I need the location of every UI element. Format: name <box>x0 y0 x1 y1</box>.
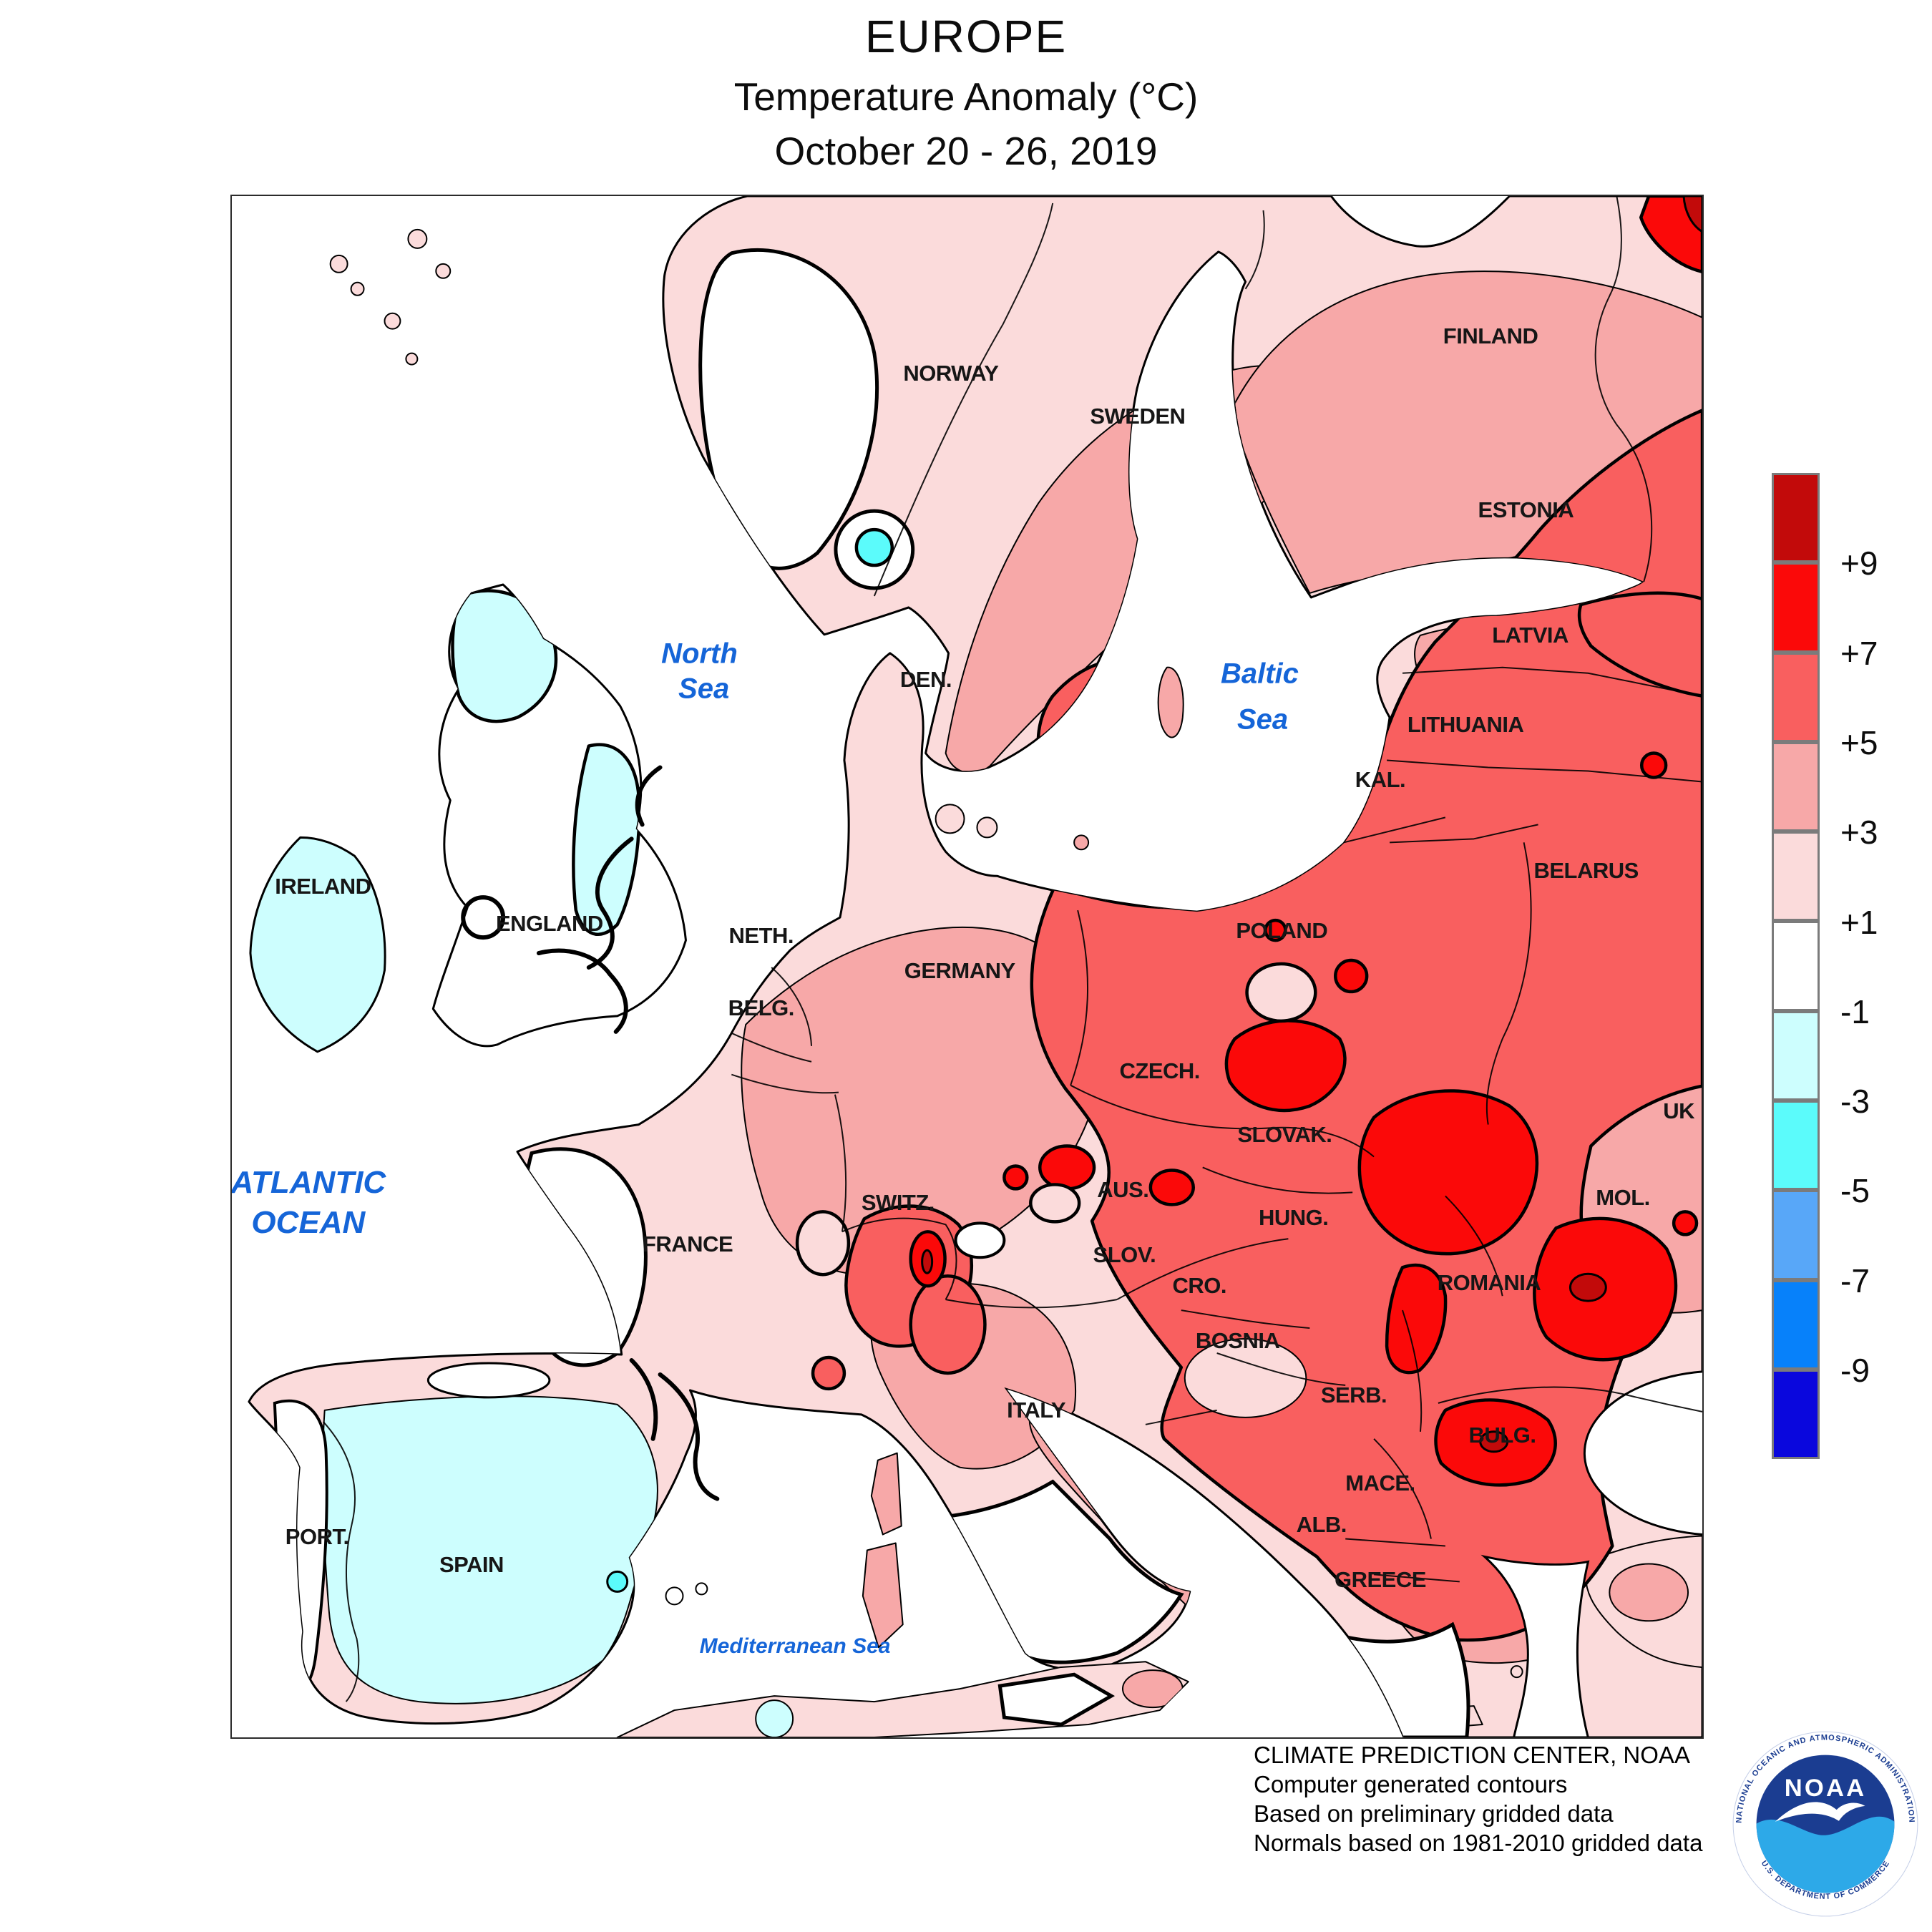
country-label-estonia: ESTONIA <box>1478 497 1574 523</box>
sea-label-atlantic: ATLANTIC <box>232 1164 386 1200</box>
marginal-seas <box>1480 1370 1702 1737</box>
legend-swatch-plus3-plus5 <box>1772 741 1820 832</box>
legend-tick-label: +1 <box>1840 903 1878 941</box>
legend-tick-label: -3 <box>1840 1083 1870 1121</box>
europe-anomaly-map <box>232 196 1702 1737</box>
sea-label-sea: Sea <box>678 673 730 705</box>
country-label-uk: UK <box>1663 1098 1694 1124</box>
legend-swatch-plus1-plus3 <box>1772 831 1820 922</box>
country-label-cro-: CRO. <box>1172 1272 1226 1298</box>
legend-swatch-minus1-plus1 <box>1772 921 1820 1011</box>
country-label-spain: SPAIN <box>439 1551 504 1577</box>
national-borders <box>322 196 1702 1702</box>
country-label-finland: FINLAND <box>1443 323 1538 348</box>
country-label-bosnia: BOSNIA <box>1195 1328 1280 1354</box>
country-label-serb-: SERB. <box>1320 1382 1387 1407</box>
logo-acronym: NOAA <box>1785 1775 1866 1802</box>
country-label-bulg-: BULG. <box>1468 1422 1536 1448</box>
legend-swatch-minus7-minus5 <box>1772 1190 1820 1280</box>
thick-contours <box>461 765 720 1501</box>
noaa-logo: NOAA NATIONAL OCEANIC AND ATMOSPHERIC AD… <box>1732 1731 1918 1917</box>
country-label-england: ENGLAND <box>495 910 603 936</box>
legend-tick-label: +3 <box>1840 814 1878 852</box>
country-label-czech-: CZECH. <box>1119 1058 1201 1084</box>
country-label-den-: DEN. <box>899 667 952 693</box>
legend-swatch-above-plus9 <box>1772 473 1820 563</box>
footer-line: CLIMATE PREDICTION CENTER, NOAA <box>1254 1742 1690 1768</box>
footer-line: Computer generated contours <box>1254 1771 1568 1797</box>
country-label-norway: NORWAY <box>903 360 999 386</box>
country-label-belarus: BELARUS <box>1533 858 1639 884</box>
mediterranean-islands <box>665 666 1184 1727</box>
logo-sea <box>1756 1816 1895 1893</box>
aegean-sea <box>1480 1554 1590 1737</box>
country-label-italy: ITALY <box>1007 1397 1066 1423</box>
country-label-neth-: NETH. <box>728 922 794 948</box>
legend-tick-label: +5 <box>1840 723 1878 761</box>
small-islands <box>329 228 1547 1707</box>
country-label-mace-: MACE. <box>1345 1470 1415 1496</box>
map-label-layer: NORWAY SWEDEN FINLAND ESTONIA LATVIA LITHUANI… <box>232 196 1702 1737</box>
country-label-belg-: BELG. <box>728 995 795 1021</box>
legend-swatch-minus3-minus1 <box>1772 1010 1820 1101</box>
color-scale-legend: +9 +7 +5 +3 +1 -1 -3 -5 -7 -9 <box>1772 473 1932 1460</box>
anomaly-shading <box>273 196 1702 1737</box>
legend-tick-label: -5 <box>1840 1172 1870 1210</box>
sea-label-north: North <box>661 638 738 670</box>
country-label-romania: ROMANIA <box>1437 1269 1541 1295</box>
legend-swatch-plus7-plus9 <box>1772 562 1820 653</box>
black-sea <box>1583 1370 1702 1536</box>
country-label-port-: PORT. <box>285 1523 349 1549</box>
legend-swatch-minus9-minus7 <box>1772 1279 1820 1370</box>
legend-tick-label: +7 <box>1840 634 1878 672</box>
legend-tick-label: -1 <box>1840 992 1870 1030</box>
footer-line: Normals based on 1981-2010 gridded data <box>1254 1830 1703 1856</box>
country-label-aus-: AUS. <box>1097 1177 1149 1203</box>
page-title: EUROPE <box>864 11 1068 62</box>
map-panel: NORWAY SWEDEN FINLAND ESTONIA LATVIA LITHUANI… <box>230 195 1704 1739</box>
footer-line: Based on preliminary gridded data <box>1254 1800 1614 1827</box>
country-label-lithuania: LITHUANIA <box>1407 711 1524 737</box>
country-label-kal-: KAL. <box>1355 767 1406 793</box>
sea-label-ocean: OCEAN <box>251 1204 366 1240</box>
country-label-mol-: MOL. <box>1596 1185 1650 1211</box>
country-label-germany: GERMANY <box>904 958 1015 984</box>
footer-credits: CLIMATE PREDICTION CENTER, NOAA Computer … <box>1254 1740 1702 1858</box>
country-label-hung-: HUNG. <box>1259 1205 1329 1231</box>
country-label-alb-: ALB. <box>1296 1511 1347 1537</box>
country-label-greece: GREECE <box>1334 1567 1426 1593</box>
legend-tick-label: -7 <box>1840 1262 1870 1299</box>
sea-label-mediterranean-sea: Mediterranean Sea <box>699 1634 891 1658</box>
page-daterange: October 20 - 26, 2019 <box>774 129 1158 173</box>
country-label-ireland: IRELAND <box>275 873 371 899</box>
sea-label-sea: Sea <box>1236 703 1289 736</box>
legend-swatch-minus5-minus3 <box>1772 1101 1820 1191</box>
legend-tick-label: -9 <box>1840 1352 1870 1389</box>
country-label-slov-: SLOV. <box>1093 1241 1156 1267</box>
country-label-switz-: SWITZ. <box>861 1189 935 1215</box>
legend-swatch-below-minus9 <box>1772 1369 1820 1460</box>
country-label-france: FRANCE <box>642 1231 733 1257</box>
legend-tick-label: +9 <box>1840 545 1878 582</box>
country-label-slovak-: SLOVAK. <box>1237 1121 1332 1147</box>
country-label-sweden: SWEDEN <box>1090 404 1186 429</box>
sea-label-baltic: Baltic <box>1220 658 1299 690</box>
logo-seagull-icon <box>1775 1802 1865 1822</box>
country-label-poland: POLAND <box>1236 918 1328 944</box>
legend-swatch-plus5-plus7 <box>1772 652 1820 742</box>
legend-colorbar <box>1772 473 1820 1460</box>
page-subtitle: Temperature Anomaly (°C) <box>733 74 1199 119</box>
country-label-latvia: LATVIA <box>1492 622 1568 648</box>
